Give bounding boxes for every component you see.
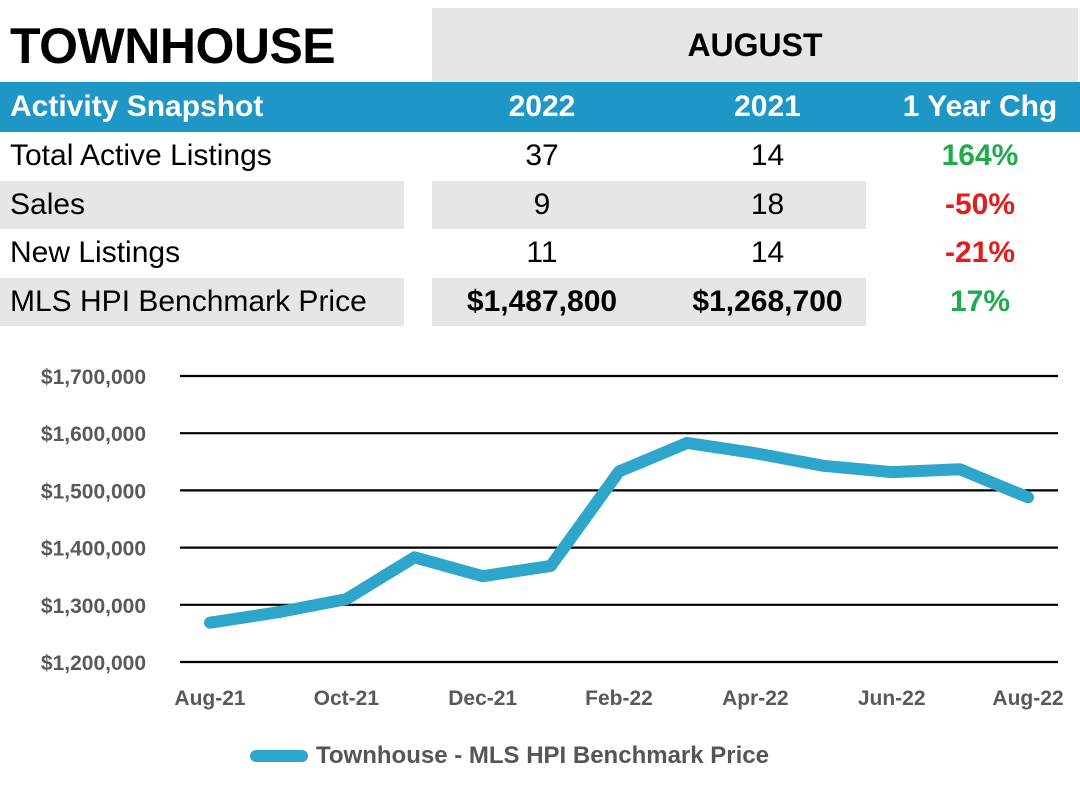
chart-legend: Townhouse - MLS HPI Benchmark Price	[250, 738, 769, 774]
table-row: New Listings 11 14 -21%	[0, 229, 1080, 278]
row-label: New Listings	[10, 236, 181, 270]
year-change: -50%	[944, 187, 1016, 221]
month-label: AUGUST	[432, 8, 1078, 82]
x-tick-label: Aug-21	[174, 687, 245, 710]
legend-label: Townhouse - MLS HPI Benchmark Price	[316, 742, 769, 769]
table-row: Sales 9 18 -50%	[0, 180, 1080, 229]
row-shade	[0, 180, 404, 229]
table-row: Total Active Listings 37 14 164%	[0, 132, 1080, 181]
series-line	[204, 436, 1034, 629]
value-2021: $1,268,700	[692, 284, 843, 318]
activity-table: Activity Snapshot 2022 2021 1 Year Chg T…	[0, 82, 1080, 326]
price-line-chart: $1,700,000 $1,600,000 $1,500,000 $1,400,000…	[41, 366, 1064, 710]
value-2022: 9	[533, 187, 551, 221]
y-tick-label: $1,700,000	[41, 366, 146, 389]
x-tick-label: Dec-21	[448, 687, 517, 710]
y-tick-label: $1,300,000	[41, 595, 146, 618]
column-header-activity: Activity Snapshot	[10, 90, 264, 123]
value-2022: 11	[526, 236, 558, 270]
title-row: TOWNHOUSE AUGUST	[0, 6, 1080, 82]
y-tick-label: $1,600,000	[41, 423, 146, 446]
value-2021: 14	[750, 236, 785, 270]
row-shade	[0, 277, 404, 326]
legend-swatch	[250, 750, 308, 762]
x-tick-label: Oct-21	[314, 687, 380, 710]
row-label: MLS HPI Benchmark Price	[10, 284, 367, 318]
value-2021: 14	[750, 139, 785, 173]
y-tick-label: $1,200,000	[41, 652, 146, 675]
year-change: 17%	[949, 284, 1011, 318]
table-header-row: Activity Snapshot 2022 2021 1 Year Chg	[0, 82, 1080, 132]
value-2022: 37	[525, 139, 559, 173]
y-axis-ticks: $1,700,000 $1,600,000 $1,500,000 $1,400,000…	[41, 366, 146, 675]
value-2021: 18	[750, 187, 785, 221]
table-row: MLS HPI Benchmark Price $1,487,800 $1,26…	[0, 277, 1080, 326]
column-header-2021: 2021	[734, 90, 801, 123]
column-header-2022: 2022	[508, 90, 576, 123]
column-header-change: 1 Year Chg	[902, 90, 1058, 123]
series-layer	[204, 436, 1034, 629]
grid-lines	[180, 374, 1058, 664]
y-tick-label: $1,400,000	[41, 538, 146, 561]
row-shade	[432, 277, 866, 326]
page-title: TOWNHOUSE	[10, 18, 336, 74]
row-label: Total Active Listings	[10, 139, 272, 173]
year-change: -21%	[944, 236, 1016, 270]
y-tick-label: $1,500,000	[41, 480, 146, 503]
x-axis-ticks: Aug-21 Oct-21 Dec-21 Feb-22 Apr-22 Jun-22 Aug-…	[174, 687, 1063, 710]
value-2022: $1,487,800	[466, 284, 618, 318]
year-change: 164%	[941, 139, 1019, 173]
x-tick-label: Feb-22	[585, 687, 653, 710]
row-label: Sales	[10, 187, 86, 221]
x-tick-label: Apr-22	[722, 687, 789, 710]
row-shade	[432, 180, 866, 229]
x-tick-label: Jun-22	[858, 687, 926, 710]
x-tick-label: Aug-22	[992, 687, 1063, 710]
